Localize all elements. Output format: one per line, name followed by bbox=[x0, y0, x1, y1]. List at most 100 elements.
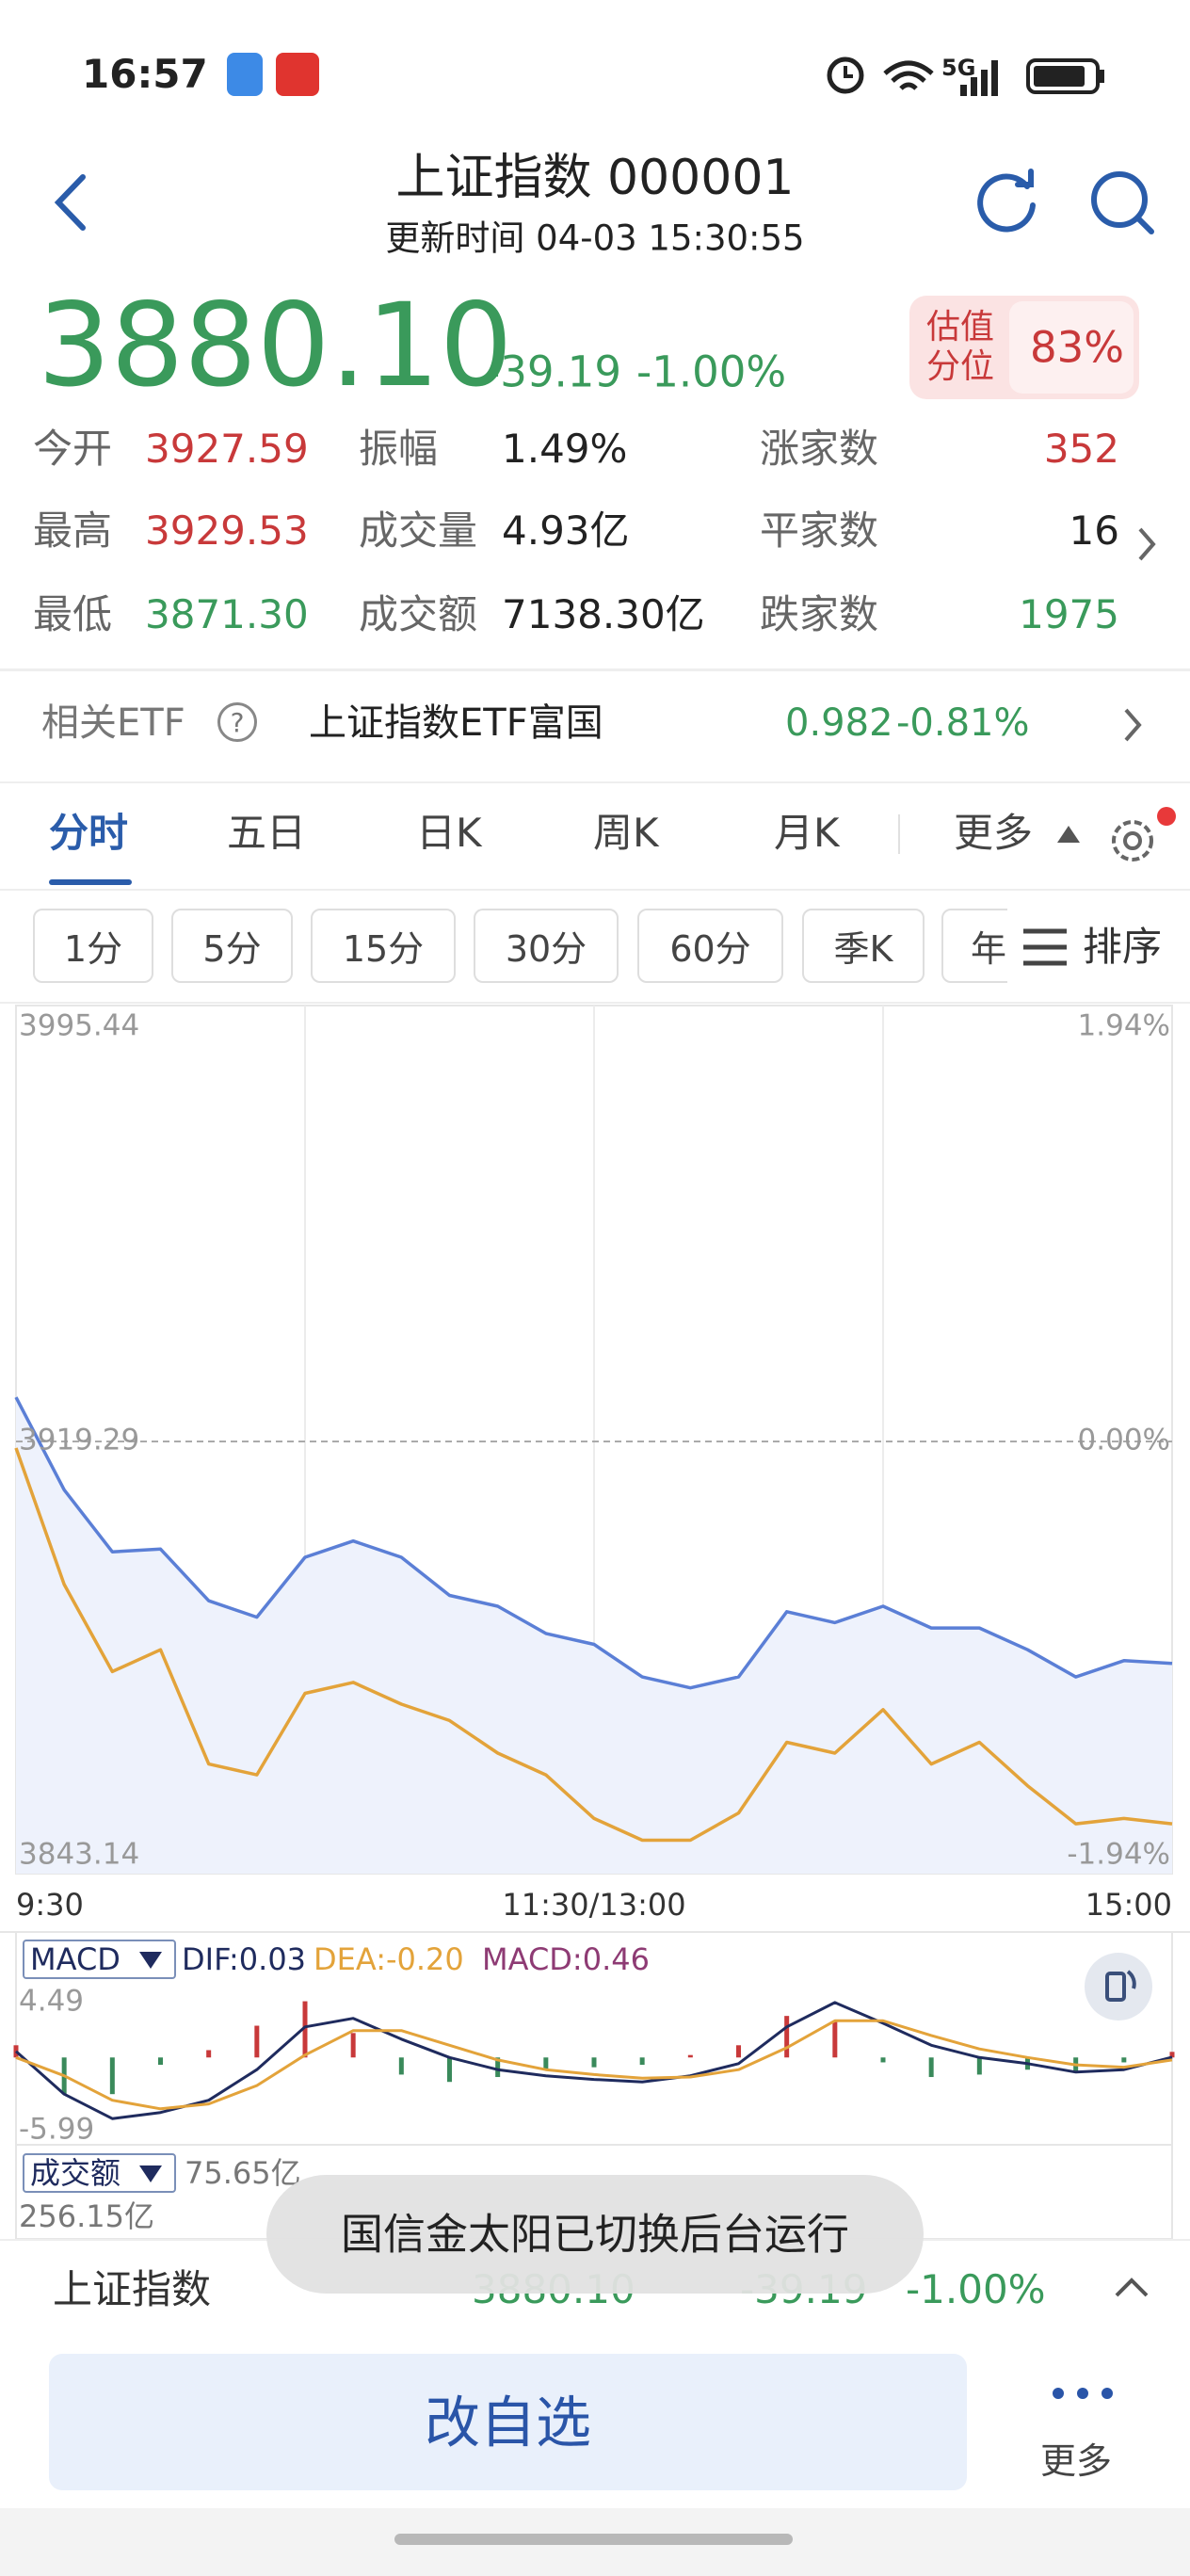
x-tick-label: 9:30 bbox=[16, 1887, 84, 1923]
stat-label: 成交量 bbox=[359, 507, 478, 554]
update-time: 更新时间 04-03 15:30:55 bbox=[385, 217, 805, 259]
legend-macd: MACD:0.46 bbox=[482, 1941, 650, 1977]
stats-chevron[interactable] bbox=[1133, 523, 1161, 565]
macd-bar bbox=[591, 2057, 597, 2068]
indicator-select[interactable] bbox=[23, 1940, 176, 1979]
back-button[interactable] bbox=[47, 169, 94, 235]
macd-bar bbox=[976, 2057, 982, 2075]
status-time: 16:57 bbox=[82, 51, 208, 97]
settings-button[interactable] bbox=[1102, 805, 1186, 880]
tab[interactable]: 月K bbox=[774, 810, 840, 856]
stat-value: 1.49% bbox=[502, 426, 628, 472]
stat-label: 涨家数 bbox=[760, 426, 879, 472]
volume-select[interactable] bbox=[23, 2153, 176, 2193]
etf-label: 相关ETF bbox=[41, 701, 185, 745]
tab[interactable]: 五日 bbox=[227, 810, 307, 856]
etf-name[interactable]: 上证指数ETF富国 bbox=[309, 701, 603, 745]
divider bbox=[0, 668, 1190, 671]
sort-icon bbox=[1023, 928, 1067, 966]
y2-tick-label: 0.00% bbox=[1078, 1424, 1170, 1457]
macd-bar bbox=[206, 2050, 212, 2058]
macd-bar bbox=[543, 2057, 549, 2070]
period-button[interactable]: 5分 bbox=[171, 909, 293, 983]
help-icon[interactable] bbox=[217, 702, 257, 742]
indicator-label: MACD bbox=[30, 1941, 121, 1977]
help-text: ? bbox=[230, 707, 245, 738]
macd-bar bbox=[1169, 2052, 1175, 2058]
status-icons bbox=[827, 56, 1104, 96]
sort-label: 排序 bbox=[1083, 924, 1163, 970]
macd-bar bbox=[447, 2057, 452, 2083]
period-button[interactable]: 30分 bbox=[474, 909, 619, 983]
price-line bbox=[14, 1447, 1173, 1843]
legend-dif: DIF:0.03 bbox=[182, 1941, 307, 1977]
macd-line bbox=[15, 2001, 1173, 2120]
stat-label: 今开 bbox=[33, 426, 113, 472]
stat-label: 最低 bbox=[33, 591, 113, 637]
more-arrow bbox=[1057, 826, 1080, 843]
etf-price: 0.982 bbox=[785, 701, 893, 745]
macd-bar bbox=[639, 2057, 645, 2066]
dropdown-arrow bbox=[139, 1952, 162, 1969]
stat-value: 4.93亿 bbox=[502, 507, 630, 554]
macd-bar bbox=[350, 2033, 356, 2058]
x-tick-label: 15:00 bbox=[1085, 1887, 1172, 1923]
refresh-button[interactable] bbox=[974, 168, 1040, 233]
app-icon bbox=[276, 53, 319, 96]
tab[interactable]: 日K bbox=[416, 810, 482, 856]
divider bbox=[0, 1002, 1190, 1004]
macd-bar bbox=[687, 2054, 693, 2058]
price-change-pct: -1.00% bbox=[636, 346, 787, 397]
x-tick-label: 11:30/13:00 bbox=[502, 1887, 685, 1923]
stat-value: 1975 bbox=[1019, 591, 1119, 637]
stat-value: 7138.30亿 bbox=[502, 591, 705, 637]
etf-chevron[interactable] bbox=[1118, 704, 1147, 746]
etf-change: -0.81% bbox=[896, 701, 1030, 745]
valuation-label: 估值 bbox=[926, 308, 995, 346]
y-tick-label: 3995.44 bbox=[19, 1009, 139, 1043]
stat-label: 振幅 bbox=[359, 426, 439, 472]
macd-bar bbox=[109, 2057, 115, 2095]
search-button[interactable] bbox=[1087, 168, 1158, 238]
expand-chevron[interactable] bbox=[1111, 2273, 1152, 2301]
period-button[interactable]: 季K bbox=[802, 909, 925, 983]
macd-bar bbox=[495, 2057, 501, 2078]
app-icon bbox=[227, 53, 263, 96]
period-button[interactable]: 1分 bbox=[33, 909, 153, 983]
rotate-button[interactable] bbox=[1083, 1951, 1154, 2022]
stat-label: 最高 bbox=[33, 507, 113, 554]
macd-line bbox=[15, 2019, 1173, 2111]
primary-button[interactable] bbox=[49, 2354, 967, 2490]
stat-value: 352 bbox=[1043, 426, 1119, 472]
macd-bar bbox=[13, 2045, 19, 2058]
period-button[interactable]: 15分 bbox=[311, 909, 456, 983]
y-tick-label: 3843.14 bbox=[19, 1838, 139, 1872]
tab[interactable]: 更多 bbox=[954, 810, 1034, 856]
tab[interactable]: 分时 bbox=[49, 810, 129, 856]
more-dots[interactable] bbox=[1045, 2382, 1120, 2405]
macd-bar bbox=[158, 2057, 163, 2066]
more-label[interactable]: 更多 bbox=[1040, 2440, 1113, 2482]
macd-bar bbox=[398, 2057, 404, 2075]
macd-bar bbox=[928, 2057, 934, 2078]
y-tick-label: 3919.29 bbox=[19, 1424, 139, 1457]
valuation-badge[interactable] bbox=[909, 296, 1139, 399]
home-indicator bbox=[394, 2534, 793, 2545]
volume-value: 75.65亿 bbox=[185, 2155, 301, 2191]
tab[interactable]: 周K bbox=[593, 810, 659, 856]
tab-underline bbox=[49, 879, 132, 885]
volume-max: 256.15亿 bbox=[19, 2198, 154, 2234]
y2-tick-label: -1.94% bbox=[1067, 1838, 1170, 1872]
toast bbox=[266, 2175, 924, 2294]
stat-value: 16 bbox=[1069, 507, 1119, 554]
stat-label: 平家数 bbox=[760, 507, 879, 554]
y-tick-label: 4.49 bbox=[19, 1985, 84, 2019]
page-title: 上证指数 000001 bbox=[395, 150, 795, 206]
valuation-value: 83% bbox=[1030, 322, 1125, 373]
volume-label: 成交额 bbox=[30, 2155, 121, 2191]
dropdown-arrow bbox=[139, 2165, 162, 2182]
y-tick-label: -5.99 bbox=[19, 2113, 94, 2147]
period-button[interactable]: 60分 bbox=[637, 909, 783, 983]
tab-divider bbox=[898, 814, 900, 854]
